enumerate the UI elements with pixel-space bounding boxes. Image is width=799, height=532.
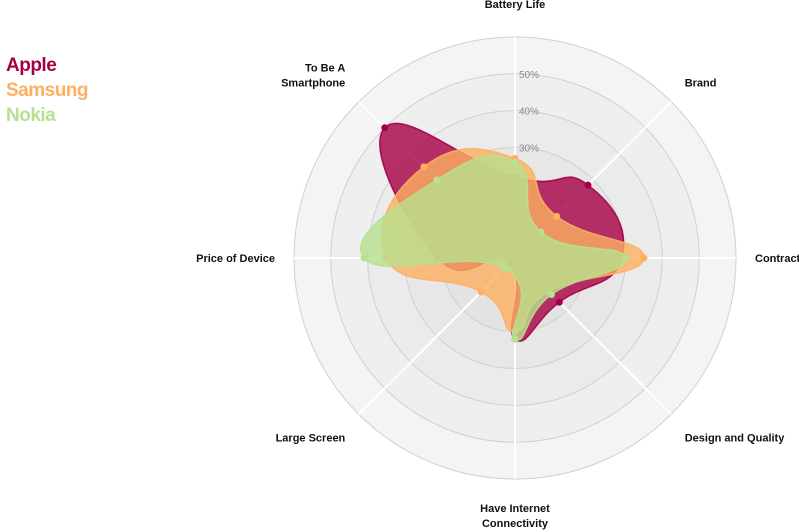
tick-label: 40%	[519, 107, 539, 118]
data-point-samsung-to-be-a-smartphone[interactable]	[420, 163, 428, 171]
axis-label-contract: Contract	[755, 253, 799, 265]
data-point-nokia-battery-life[interactable]	[511, 158, 519, 166]
data-point-samsung-large-screen[interactable]	[477, 288, 485, 296]
legend: Apple Samsung Nokia	[6, 53, 89, 128]
data-point-samsung-brand[interactable]	[553, 212, 561, 220]
axis-label-price-of-device: Price of Device	[196, 253, 275, 265]
data-point-nokia-price-of-device[interactable]	[360, 254, 368, 262]
series-area-nokia[interactable]	[360, 155, 627, 341]
data-point-nokia-contract[interactable]	[622, 254, 629, 262]
data-point-nokia-brand[interactable]	[537, 228, 545, 236]
legend-item-samsung[interactable]: Samsung	[6, 80, 89, 101]
tick-label: 30%	[519, 144, 539, 155]
radial-tick-labels: 30% 40% 50%	[519, 70, 539, 155]
axis-label-battery-life: Battery Life	[485, 0, 546, 11]
axis-label-to-be-a-smartphone: To Be A Smartphone	[281, 62, 345, 89]
axis-label-design-and-quality: Design and Quality	[685, 433, 786, 445]
legend-item-nokia[interactable]: Nokia	[6, 105, 56, 126]
tick-label: 50%	[519, 70, 539, 81]
axis-labels: Battery Life Brand Contract Design and Qual…	[196, 0, 799, 530]
data-point-nokia-have-internet-connectivity[interactable]	[511, 335, 519, 343]
axis-label-large-screen: Large Screen	[276, 433, 346, 445]
axis-label-have-internet-connectivity: Have Internet Connectivity	[480, 503, 550, 530]
legend-item-apple[interactable]: Apple	[6, 55, 57, 76]
radar-series	[360, 122, 648, 343]
data-point-nokia-to-be-a-smartphone[interactable]	[433, 176, 441, 184]
data-point-apple-to-be-a-smartphone[interactable]	[381, 124, 389, 132]
data-point-nokia-large-screen[interactable]	[501, 264, 509, 272]
data-point-apple-design-and-quality[interactable]	[555, 298, 563, 306]
axis-label-brand: Brand	[685, 77, 717, 89]
data-point-apple-brand[interactable]	[584, 181, 592, 189]
data-point-samsung-contract[interactable]	[640, 254, 648, 262]
data-point-nokia-design-and-quality[interactable]	[547, 290, 555, 298]
